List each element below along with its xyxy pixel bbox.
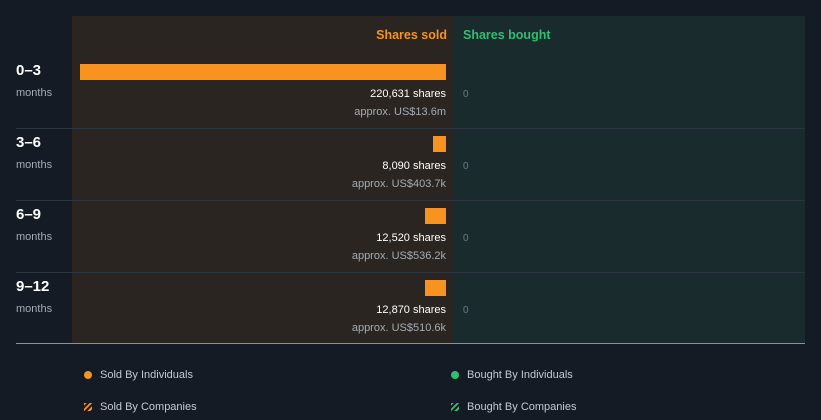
period-unit-label: months <box>16 159 53 171</box>
legend-label: Bought By Individuals <box>467 369 573 381</box>
period-label: 6–9 <box>16 206 42 223</box>
period-label: 3–6 <box>16 134 42 151</box>
shares-sold-header: Shares sold <box>376 28 447 42</box>
legend-hatch-icon <box>451 403 459 411</box>
sold-bar <box>433 136 446 152</box>
sold-value-label: approx. US$403.7k <box>351 178 446 190</box>
period-unit-label: months <box>16 87 53 99</box>
sold-value-label: approx. US$536.2k <box>351 250 446 262</box>
sold-shares-label: 12,870 shares <box>376 304 446 316</box>
sold-bar <box>425 280 446 296</box>
sold-value-label: approx. US$510.6k <box>351 322 446 334</box>
shares-bought-header: Shares bought <box>463 28 551 42</box>
row-divider <box>16 200 805 201</box>
row-divider <box>16 128 805 129</box>
legend-item: Bought By Companies <box>451 401 576 413</box>
sold-shares-label: 8,090 shares <box>382 160 446 172</box>
bought-value-label: 0 <box>463 89 469 100</box>
sold-bar <box>425 208 446 224</box>
period-unit-label: months <box>16 231 53 243</box>
chart-baseline <box>16 343 805 344</box>
sold-shares-label: 220,631 shares <box>370 88 446 100</box>
row-divider <box>16 272 805 273</box>
legend-item: Bought By Individuals <box>451 369 573 381</box>
legend-dot-icon <box>84 371 92 379</box>
bought-value-label: 0 <box>463 161 469 172</box>
shares-bought-column <box>454 16 805 343</box>
legend-item: Sold By Individuals <box>84 369 193 381</box>
sold-shares-label: 12,520 shares <box>376 232 446 244</box>
sold-value-label: approx. US$13.6m <box>354 106 446 118</box>
legend-label: Bought By Companies <box>467 401 577 413</box>
legend-dot-icon <box>451 371 459 379</box>
legend-label: Sold By Individuals <box>100 369 193 381</box>
sold-bar <box>80 64 446 80</box>
legend-item: Sold By Companies <box>84 401 197 413</box>
period-label: 9–12 <box>16 278 50 295</box>
legend-hatch-icon <box>84 403 92 411</box>
bought-value-label: 0 <box>463 305 469 316</box>
period-unit-label: months <box>16 303 53 315</box>
period-label: 0–3 <box>16 62 42 79</box>
bought-value-label: 0 <box>463 233 469 244</box>
legend-label: Sold By Companies <box>100 401 197 413</box>
